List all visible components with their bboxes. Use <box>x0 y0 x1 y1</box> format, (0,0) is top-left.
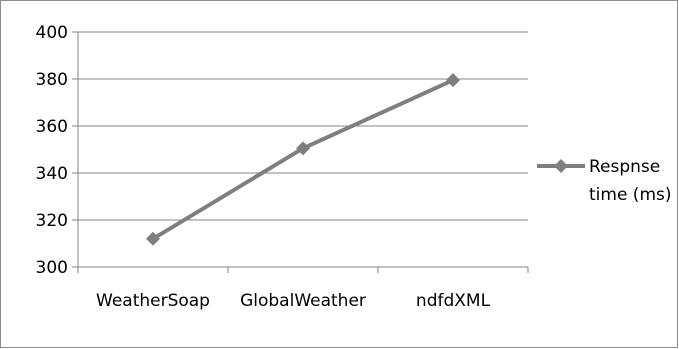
y-tick-label-320: 320 <box>36 211 68 231</box>
legend-diamond-marker <box>554 159 568 173</box>
legend: Respnse time (ms) <box>537 157 672 205</box>
data-point-1 <box>146 231 160 246</box>
y-tick-label-360: 360 <box>36 117 68 137</box>
y-tick-labels: 300 320 340 360 380 400 <box>36 23 68 278</box>
data-point-2 <box>296 141 310 156</box>
y-tick-label-300: 300 <box>36 258 68 278</box>
y-tick-label-400: 400 <box>36 23 68 43</box>
series-line <box>151 78 454 241</box>
x-tick-labels: WeatherSoap GlobalWeather ndfdXML <box>96 291 491 311</box>
gridlines <box>78 31 528 221</box>
x-tick-label-1: WeatherSoap <box>96 291 210 311</box>
legend-label-line-1: Respnse <box>589 157 660 177</box>
data-point-3 <box>446 73 460 88</box>
legend-label-line-2: time (ms) <box>589 185 672 205</box>
y-tick-label-340: 340 <box>36 164 68 184</box>
x-tick-label-2: GlobalWeather <box>240 291 366 311</box>
y-tick-label-380: 380 <box>36 70 68 90</box>
axes <box>72 31 529 273</box>
series-response-time <box>146 73 460 246</box>
x-tick-label-3: ndfdXML <box>416 291 491 311</box>
